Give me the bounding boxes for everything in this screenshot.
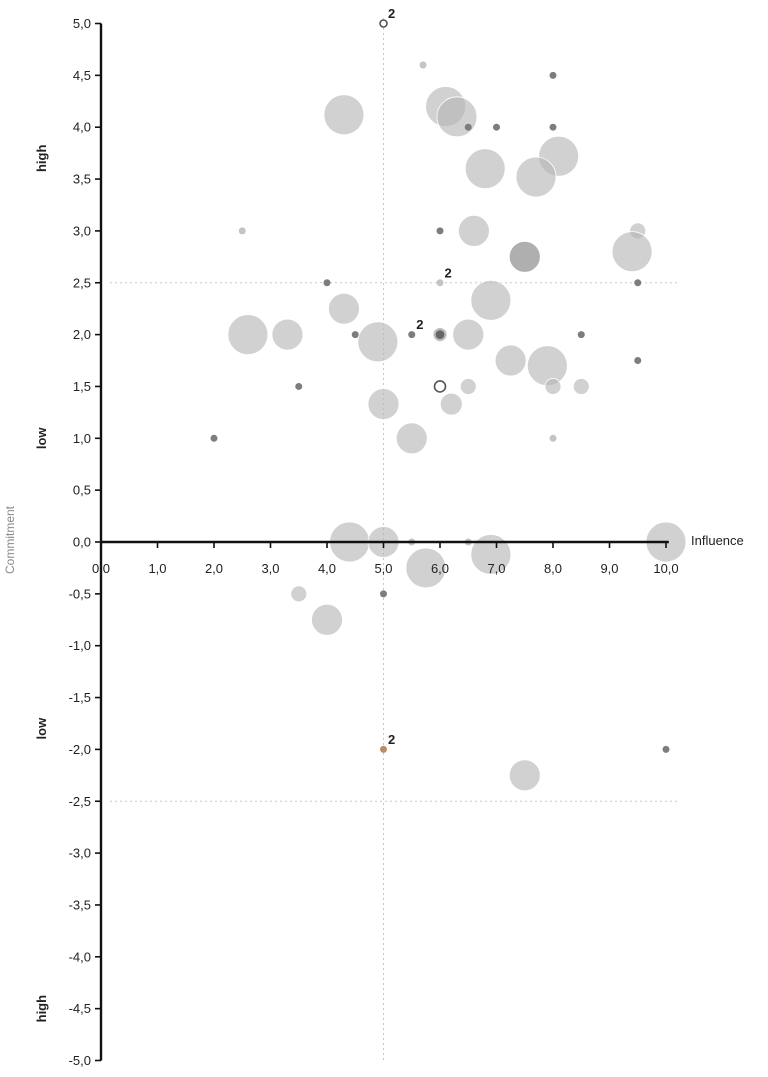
data-point [433, 380, 447, 393]
x-tick-label: 7,0 [487, 561, 505, 576]
data-point [379, 19, 388, 28]
data-point [464, 123, 472, 131]
y-tick-label: -4,0 [69, 949, 91, 964]
data-point [271, 318, 304, 351]
data-point [290, 585, 308, 603]
data-point [459, 378, 477, 395]
y-tick-label: -5,0 [69, 1053, 91, 1068]
y-tick-label: -3,5 [69, 897, 91, 912]
data-point [357, 321, 399, 363]
data-point [493, 123, 500, 131]
data-point [395, 422, 428, 455]
x-tick-label: 0,0 [92, 561, 110, 576]
x-axis-title: Influence [691, 533, 744, 548]
y-tick-label: -4,5 [69, 1001, 91, 1016]
side-label: high [34, 145, 49, 172]
data-point [452, 318, 485, 351]
y-tick-label: -2,0 [69, 742, 91, 757]
data-point [494, 344, 527, 377]
y-tick-label: -2,5 [69, 794, 91, 809]
data-point [634, 279, 642, 287]
data-point [577, 331, 585, 339]
y-tick-label: -1,0 [69, 638, 91, 653]
data-point [380, 590, 387, 598]
x-tick-label: 9,0 [600, 561, 618, 576]
side-label: high [34, 995, 49, 1022]
x-tick-label: 6,0 [431, 561, 449, 576]
data-point [323, 279, 331, 287]
x-tick-label: 10,0 [653, 561, 678, 576]
data-point [311, 603, 343, 636]
data-point [323, 94, 365, 136]
data-point-label: 2 [388, 732, 395, 747]
y-tick-label: 4,0 [73, 120, 91, 135]
data-point [210, 434, 218, 442]
y-tick-label: -1,5 [69, 690, 91, 705]
x-tick-label: 4,0 [318, 561, 336, 576]
data-point [634, 357, 642, 365]
x-tick-label: 2,0 [205, 561, 223, 576]
data-point [436, 279, 444, 287]
y-tick-label: -0,5 [69, 586, 91, 601]
data-point [439, 392, 463, 416]
y-tick-label: 0,0 [73, 535, 91, 550]
y-tick-label: 5,0 [73, 16, 91, 31]
y-tick-label: 1,0 [73, 431, 91, 446]
data-point [328, 292, 360, 325]
data-point [238, 227, 246, 235]
axes: 5,04,54,03,53,02,52,01,51,00,50,0-0,5-1,… [69, 16, 679, 1068]
x-tick-label: 8,0 [544, 561, 562, 576]
data-point [526, 345, 568, 387]
y-tick-label: 3,0 [73, 223, 91, 238]
data-point [367, 388, 400, 420]
data-point [470, 534, 512, 575]
y-tick-label: 2,5 [73, 275, 91, 290]
data-point [464, 148, 506, 190]
data-point [457, 214, 490, 247]
data-point [433, 328, 447, 342]
data-points: 2 2 2 2 [210, 6, 687, 792]
data-point [515, 156, 557, 198]
data-point [436, 227, 444, 235]
y-tick-label: 0,5 [73, 483, 91, 498]
data-point-label: 2 [388, 6, 395, 21]
data-point-label: 2 [445, 265, 452, 280]
data-point [436, 96, 478, 138]
y-axis-title: Commitment [3, 505, 17, 574]
data-point [549, 434, 557, 442]
data-point [408, 331, 416, 339]
data-point [572, 378, 590, 395]
x-tick-label: 5,0 [374, 561, 392, 576]
data-point [470, 279, 512, 321]
y-tick-label: 1,5 [73, 379, 91, 394]
y-tick-label: 4,5 [73, 68, 91, 83]
data-point-label: 2 [416, 317, 423, 332]
data-point [419, 61, 427, 69]
side-label: low [34, 427, 49, 450]
data-point [544, 378, 562, 395]
axis-labels: Influence Commitment high low low high [3, 145, 744, 1023]
side-label: low [34, 717, 49, 740]
x-tick-label: 1,0 [148, 561, 166, 576]
x-tick-label: 3,0 [261, 561, 279, 576]
y-tick-label: -3,0 [69, 846, 91, 861]
data-point [295, 382, 303, 390]
data-point [380, 745, 387, 753]
data-point [405, 547, 447, 589]
data-point [351, 331, 359, 339]
data-point [227, 314, 269, 356]
data-point [508, 240, 541, 273]
y-tick-label: 2,0 [73, 327, 91, 342]
data-point [611, 231, 653, 273]
data-point [549, 71, 557, 79]
data-point [508, 759, 541, 792]
data-point [549, 123, 557, 131]
data-point [662, 745, 670, 753]
y-tick-label: 3,5 [73, 172, 91, 187]
